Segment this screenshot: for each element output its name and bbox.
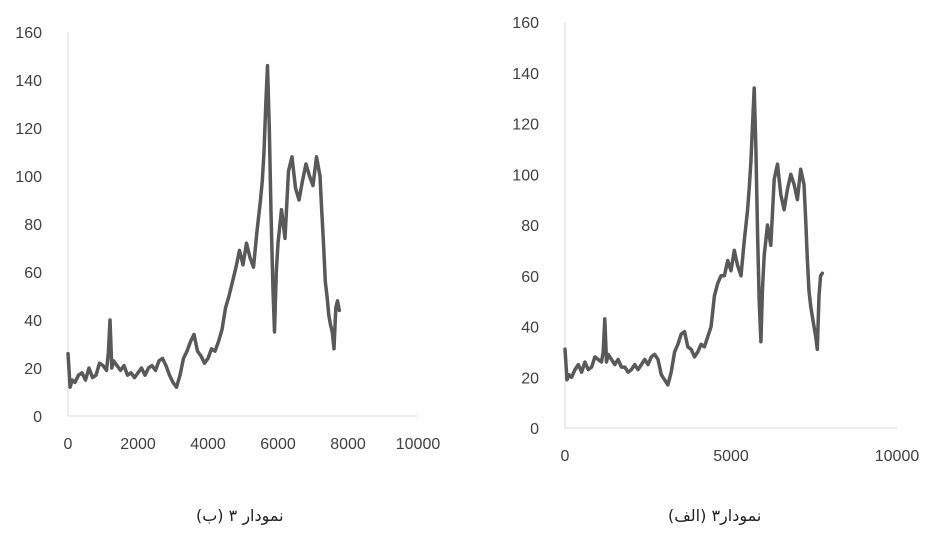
x-tick-label: 8000 [330, 436, 366, 453]
y-tick-label: 160 [15, 25, 42, 42]
y-tick-label: 20 [521, 370, 539, 387]
y-tick-label: 40 [24, 313, 42, 330]
x-tick-label: 4000 [190, 436, 226, 453]
y-tick-label: 140 [15, 73, 42, 90]
caption-alef: نمودار۳ (الف) [668, 506, 762, 525]
y-tick-label: 0 [33, 409, 42, 426]
x-tick-label: 10000 [396, 436, 441, 453]
caption-b: نمودار ۳ (ب) [196, 506, 284, 525]
y-tick-label: 140 [512, 66, 539, 83]
x-tick-label: 6000 [260, 436, 296, 453]
x-tick-label: 0 [561, 448, 570, 465]
y-tick-label: 80 [521, 218, 539, 235]
y-tick-label: 160 [512, 15, 539, 32]
x-tick-label: 10000 [875, 448, 920, 465]
y-tick-label: 40 [521, 320, 539, 337]
y-tick-label: 100 [15, 169, 42, 186]
y-tick-label: 20 [24, 361, 42, 378]
y-tick-label: 120 [512, 117, 539, 134]
chart-b: 0 20 40 60 80 100 120 140 160 0 2000 4000 6000 8000 10… [15, 25, 441, 453]
y-tick-label: 0 [530, 421, 539, 438]
y-tick-label: 100 [512, 167, 539, 184]
y-tick-label: 60 [24, 265, 42, 282]
x-tick-label: 5000 [713, 448, 749, 465]
y-tick-label: 80 [24, 217, 42, 234]
y-tick-label: 120 [15, 121, 42, 138]
series-line [66, 63, 342, 389]
chart-alef: 0 20 40 60 80 100 120 140 160 0 5000 10000 [512, 15, 920, 465]
x-tick-label: 2000 [120, 436, 156, 453]
x-tick-label: 0 [64, 436, 73, 453]
series-line [563, 86, 825, 387]
y-tick-label: 60 [521, 269, 539, 286]
